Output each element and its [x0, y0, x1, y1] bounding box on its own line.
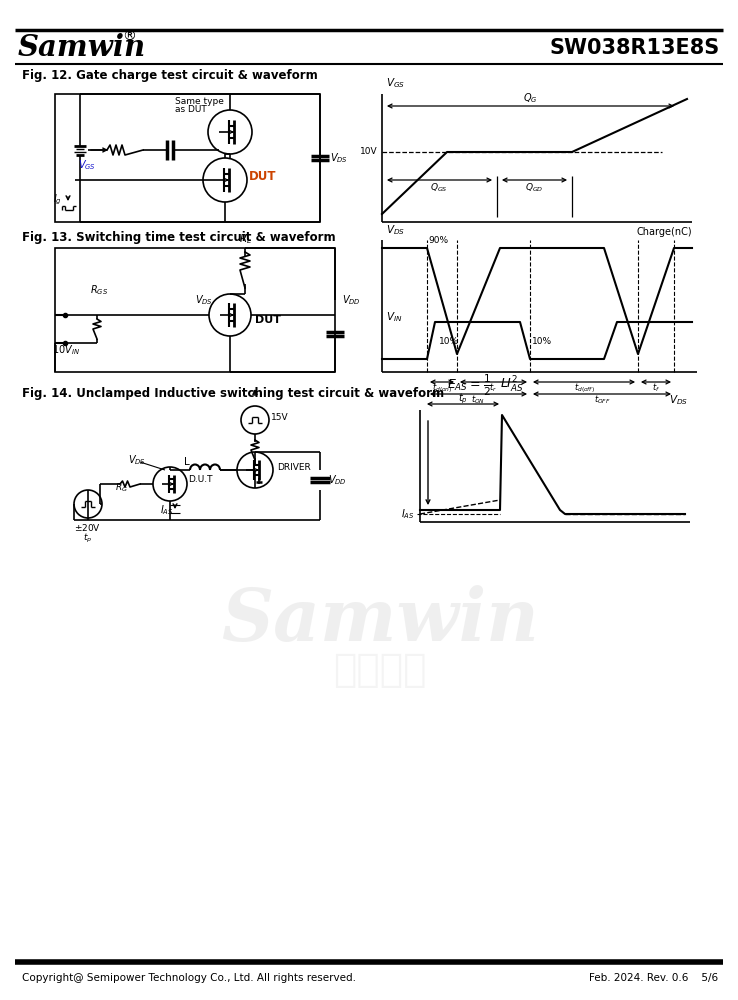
Text: $t_f$: $t_f$: [652, 382, 660, 394]
Text: 10V: 10V: [360, 147, 378, 156]
Text: ®: ®: [122, 30, 136, 44]
Text: $R_L$: $R_L$: [238, 232, 252, 246]
Text: $t_{ON}$: $t_{ON}$: [471, 394, 485, 406]
Text: Feb. 2024. Rev. 0.6    5/6: Feb. 2024. Rev. 0.6 5/6: [589, 973, 718, 983]
Text: $t_p$: $t_p$: [458, 392, 468, 406]
Text: $I_g$: $I_g$: [53, 193, 62, 207]
Text: $I_{AS}$: $I_{AS}$: [401, 507, 415, 521]
Text: DRIVER: DRIVER: [277, 464, 311, 473]
Text: $V_{DS}$: $V_{DS}$: [386, 223, 405, 237]
Text: $L I_{AS}^2$: $L I_{AS}^2$: [500, 375, 524, 395]
Text: as DUT: as DUT: [175, 105, 207, 114]
Text: Samwin: Samwin: [18, 33, 146, 62]
Text: $\pm$20V: $\pm$20V: [75, 522, 102, 533]
Text: $Q_{GS}$: $Q_{GS}$: [430, 182, 448, 194]
Text: $V_{IN}$: $V_{IN}$: [386, 310, 402, 324]
Text: $t_{OFF}$: $t_{OFF}$: [593, 394, 610, 406]
Text: DUT: DUT: [249, 170, 277, 184]
Text: Copyright@ Semipower Technology Co., Ltd. All rights reserved.: Copyright@ Semipower Technology Co., Ltd…: [22, 973, 356, 983]
Text: SW038R13E8S: SW038R13E8S: [550, 38, 720, 58]
Text: $t_{d(on)}$: $t_{d(on)}$: [432, 381, 452, 395]
Text: 10%: 10%: [532, 337, 552, 346]
Text: $V_{DD}$: $V_{DD}$: [328, 473, 347, 487]
Text: DUT: DUT: [255, 315, 281, 325]
Text: $V_{GS}$: $V_{GS}$: [78, 158, 96, 172]
Text: L: L: [184, 457, 190, 467]
Text: $R_G$: $R_G$: [115, 482, 128, 494]
Text: Fig. 13. Switching time test circuit & waveform: Fig. 13. Switching time test circuit & w…: [22, 232, 336, 244]
Text: $V_{DS}$: $V_{DS}$: [669, 393, 688, 407]
Text: $V_{DD}$: $V_{DD}$: [342, 293, 361, 307]
Text: Same type: Same type: [175, 98, 224, 106]
Text: $R_{GS}$: $R_{GS}$: [90, 283, 108, 297]
Text: Samwin: Samwin: [221, 584, 539, 656]
Text: $10V_{IN}$: $10V_{IN}$: [52, 343, 80, 357]
Text: $Q_{GD}$: $Q_{GD}$: [525, 182, 543, 194]
Text: $t_p$: $t_p$: [83, 532, 93, 545]
Text: $\frac{1}{2}$: $\frac{1}{2}$: [483, 372, 492, 398]
Text: D.U.T: D.U.T: [188, 476, 213, 485]
Text: Charge(nC): Charge(nC): [636, 227, 692, 237]
Text: Fig. 12. Gate charge test circuit & waveform: Fig. 12. Gate charge test circuit & wave…: [22, 70, 318, 83]
Text: 15V: 15V: [271, 412, 289, 422]
Text: $t_{d(off)}$: $t_{d(off)}$: [573, 381, 594, 395]
Text: $I_{AS}$: $I_{AS}$: [160, 503, 173, 517]
Text: $Q_G$: $Q_G$: [523, 91, 537, 105]
Text: $V_{DS}$: $V_{DS}$: [195, 293, 213, 307]
Text: 90%: 90%: [428, 236, 448, 245]
Text: 版权所有: 版权所有: [334, 651, 427, 689]
Text: $V_{DS}$: $V_{DS}$: [330, 151, 348, 165]
Text: $t_r$: $t_r$: [489, 382, 497, 394]
Text: 10%: 10%: [439, 337, 459, 346]
Text: $V_{GS}$: $V_{GS}$: [386, 76, 405, 90]
Bar: [55, 248, 335, 372]
Bar: [55, 94, 320, 222]
Text: $E_{AS} = $: $E_{AS} = $: [446, 377, 480, 393]
Text: Fig. 14. Unclamped Inductive switching test circuit & waveform: Fig. 14. Unclamped Inductive switching t…: [22, 387, 444, 400]
Text: $V_{DS}$: $V_{DS}$: [128, 453, 146, 467]
